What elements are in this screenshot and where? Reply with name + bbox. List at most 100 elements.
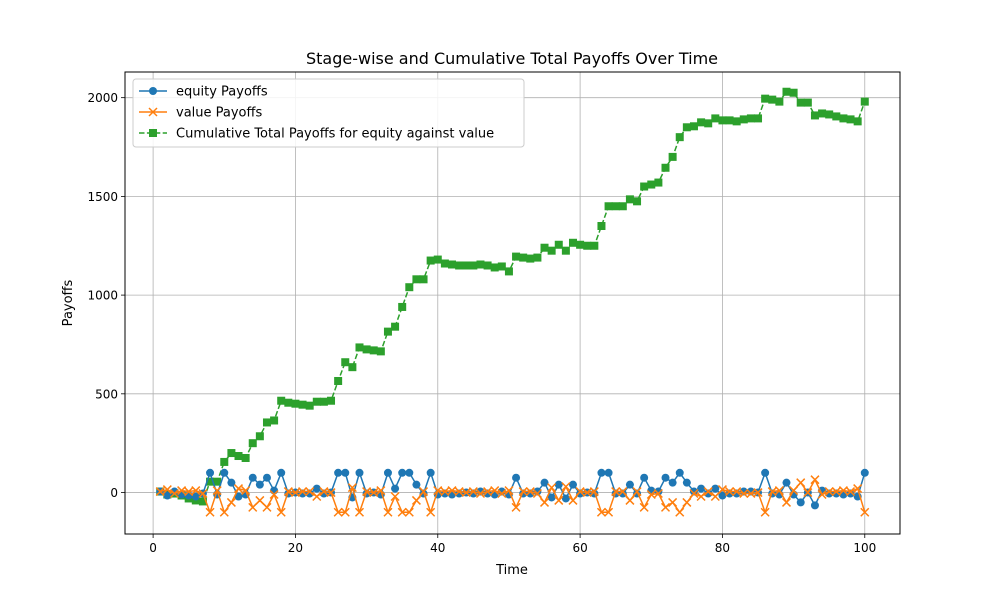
point-value bbox=[447, 486, 457, 496]
legend-marker-value bbox=[148, 107, 158, 117]
point-equity bbox=[398, 468, 407, 477]
point-cumulative bbox=[419, 275, 428, 284]
x-tick-label: 40 bbox=[430, 541, 445, 555]
point-value bbox=[589, 487, 599, 497]
series-cumulative bbox=[156, 87, 869, 506]
point-equity bbox=[640, 473, 649, 482]
point-value bbox=[810, 475, 820, 485]
point-value bbox=[191, 486, 201, 496]
point-value bbox=[490, 486, 500, 496]
point-cumulative bbox=[398, 302, 407, 311]
point-cumulative bbox=[832, 112, 841, 121]
point-value bbox=[803, 488, 813, 498]
point-value bbox=[796, 478, 806, 488]
point-equity bbox=[682, 478, 691, 487]
point-equity bbox=[184, 491, 193, 500]
point-equity bbox=[355, 468, 364, 477]
point-cumulative bbox=[248, 439, 257, 448]
point-equity bbox=[341, 468, 350, 477]
point-value bbox=[162, 485, 172, 495]
point-value bbox=[419, 487, 429, 497]
point-equity bbox=[191, 492, 200, 501]
legend: equity Payoffs value Payoffs Cumulative To… bbox=[132, 78, 525, 148]
point-value bbox=[233, 484, 244, 494]
point-value bbox=[853, 484, 863, 494]
point-equity bbox=[661, 473, 670, 482]
point-cumulative bbox=[241, 453, 250, 462]
point-cumulative bbox=[732, 117, 741, 126]
y-tick-label: 0 bbox=[110, 486, 118, 500]
point-value bbox=[789, 486, 799, 496]
point-value bbox=[824, 487, 834, 497]
point-value bbox=[760, 507, 770, 517]
point-equity bbox=[810, 501, 819, 510]
point-cumulative bbox=[319, 397, 328, 406]
point-value bbox=[461, 488, 471, 498]
legend-label-equity: equity Payoffs bbox=[176, 85, 268, 100]
point-equity bbox=[540, 478, 549, 487]
x-tick-label: 20 bbox=[288, 541, 303, 555]
point-value bbox=[539, 497, 550, 507]
point-value bbox=[362, 487, 372, 497]
point-value bbox=[440, 487, 450, 497]
point-value bbox=[682, 497, 692, 507]
point-value bbox=[319, 487, 329, 497]
point-equity bbox=[718, 491, 727, 500]
point-equity bbox=[547, 493, 556, 502]
point-cumulative bbox=[597, 222, 606, 230]
point-cumulative bbox=[462, 261, 471, 270]
point-cumulative bbox=[568, 238, 577, 247]
point-value bbox=[625, 495, 635, 505]
point-cumulative bbox=[554, 240, 563, 249]
point-value bbox=[312, 491, 322, 502]
point-cumulative bbox=[341, 358, 350, 367]
point-value bbox=[369, 488, 379, 498]
point-cumulative bbox=[860, 97, 869, 106]
point-cumulative bbox=[448, 260, 457, 269]
point-cumulative bbox=[348, 363, 357, 372]
point-cumulative bbox=[476, 260, 485, 269]
point-cumulative bbox=[334, 376, 343, 385]
point-equity bbox=[561, 494, 570, 503]
legend-label-value: value Payoffs bbox=[176, 106, 262, 121]
point-value bbox=[660, 502, 671, 512]
point-value bbox=[525, 487, 535, 497]
point-cumulative bbox=[561, 246, 570, 255]
point-value bbox=[675, 507, 685, 517]
point-cumulative bbox=[697, 118, 706, 127]
point-cumulative bbox=[298, 400, 307, 409]
point-cumulative bbox=[362, 345, 371, 354]
point-cumulative bbox=[405, 283, 414, 292]
point-value bbox=[653, 488, 663, 499]
point-equity bbox=[839, 490, 848, 499]
point-equity bbox=[277, 468, 286, 477]
point-cumulative bbox=[668, 152, 677, 161]
point-value bbox=[483, 487, 493, 497]
point-cumulative bbox=[654, 178, 663, 187]
point-cumulative bbox=[284, 398, 293, 407]
point-cumulative bbox=[533, 253, 542, 262]
point-cumulative bbox=[426, 256, 435, 265]
point-cumulative bbox=[547, 246, 556, 255]
point-cumulative bbox=[519, 253, 528, 262]
x-axis-label: Time bbox=[495, 563, 528, 578]
point-cumulative bbox=[526, 254, 535, 263]
y-tick-label: 1500 bbox=[87, 190, 118, 204]
x-tick-label: 80 bbox=[715, 541, 730, 555]
point-cumulative bbox=[391, 322, 400, 331]
point-value bbox=[831, 487, 841, 497]
point-equity bbox=[312, 484, 321, 493]
point-cumulative bbox=[704, 119, 713, 128]
chart-title: Stage-wise and Cumulative Total Payoffs … bbox=[306, 49, 718, 68]
point-value bbox=[582, 488, 592, 498]
point-cumulative bbox=[469, 261, 478, 270]
point-cumulative bbox=[355, 343, 364, 352]
point-cumulative bbox=[789, 88, 798, 97]
point-value bbox=[518, 487, 528, 497]
point-cumulative bbox=[689, 122, 698, 131]
point-value bbox=[504, 486, 514, 496]
point-equity bbox=[711, 484, 720, 493]
x-tick-label: 60 bbox=[572, 541, 587, 555]
point-value bbox=[511, 502, 521, 512]
point-value bbox=[554, 495, 564, 505]
